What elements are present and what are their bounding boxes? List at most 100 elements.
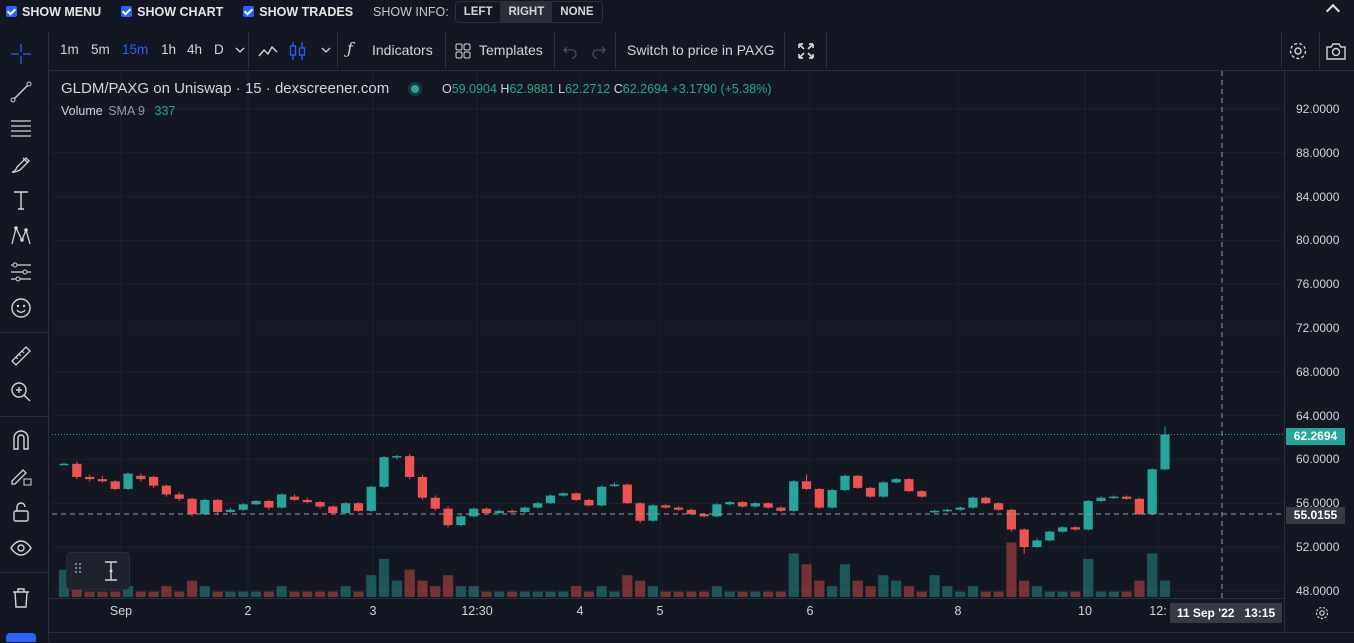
volume-bar [558, 591, 569, 597]
brush-tool[interactable] [8, 151, 34, 177]
magnet-tool[interactable] [8, 427, 34, 453]
volume-bar [634, 580, 646, 597]
show-trades-checkbox[interactable]: SHOW TRADES [243, 5, 353, 19]
prediction-tool[interactable] [8, 259, 34, 285]
candle-body [1147, 469, 1157, 515]
candle-body [494, 510, 504, 514]
volume-legend: Volume SMA 9 337 [61, 104, 175, 118]
timeframe-1m[interactable]: 1m [60, 42, 79, 57]
brush-icon [11, 157, 30, 173]
candle-body [968, 497, 978, 508]
zoom-tool[interactable] [8, 379, 34, 405]
bottom-action-button[interactable] [6, 633, 36, 642]
volume-bar [570, 586, 582, 597]
candle-body [776, 507, 786, 511]
candle-body [353, 503, 364, 511]
info-none-button[interactable]: NONE [560, 5, 594, 18]
crosshair-tool[interactable] [8, 41, 34, 67]
show-chart-checkbox[interactable]: SHOW CHART [121, 5, 223, 19]
candle-body [392, 456, 402, 458]
candle-body [456, 516, 466, 526]
hide-drawings-tool[interactable] [8, 535, 34, 561]
timeframe-d[interactable]: D [214, 42, 224, 57]
toolbar-divider [1319, 32, 1320, 69]
show-menu-checkbox[interactable]: SHOW MENU [6, 5, 101, 19]
widget-topbar: SHOW MENU SHOW CHART SHOW TRADES SHOW IN… [0, 0, 1354, 23]
drag-handle-icon[interactable]: ⠿ [73, 561, 85, 577]
candle-body [520, 507, 530, 512]
market-status-dot-icon [411, 85, 420, 94]
icons-tool[interactable] [8, 295, 34, 321]
trend-line-tool[interactable] [8, 79, 34, 105]
gear-icon[interactable] [1287, 40, 1309, 62]
volume-bar [1134, 580, 1145, 597]
volume-bar [673, 591, 684, 597]
volume-bar [442, 575, 454, 597]
candle-body [1006, 509, 1016, 530]
candle-body [981, 497, 991, 504]
timeframe-4h[interactable]: 4h [187, 42, 203, 57]
candle-body [1160, 434, 1170, 470]
volume-bar [532, 591, 543, 597]
volume-bar [161, 586, 172, 597]
pencil-lock-icon [11, 469, 32, 486]
price-axis-label: 56.0000 [1296, 496, 1340, 511]
volume-bar [110, 591, 121, 597]
volume-bar [750, 591, 761, 597]
symbol-legend: GLDM/PAXG on Uniswap · 15 · dexscreener.… [61, 80, 420, 97]
line-chart-icon[interactable] [257, 40, 279, 62]
candle-body [661, 505, 671, 508]
toolbar-divider [0, 416, 48, 417]
candle-body [1057, 527, 1068, 532]
cursor-text-icon[interactable] [99, 559, 123, 583]
undo-icon[interactable] [562, 43, 578, 59]
volume-bar [506, 591, 518, 597]
chevron-down-icon[interactable] [235, 45, 245, 55]
remove-drawings-tool[interactable] [8, 585, 34, 611]
fib-tool[interactable] [8, 115, 34, 141]
price-axis-label: 80.0000 [1296, 233, 1340, 248]
candle-body [481, 508, 492, 514]
timeframe-1h[interactable]: 1h [161, 42, 177, 57]
candle-body [469, 508, 479, 517]
info-left-button[interactable]: LEFT [463, 5, 493, 18]
price-axis-label: 48.0000 [1296, 583, 1340, 598]
volume-bar [827, 586, 838, 597]
change-value: +3.1790 (+5.38%) [671, 82, 772, 96]
volume-bar [186, 580, 198, 597]
volume-bar [814, 580, 825, 597]
time-axis-label: 10 [1078, 604, 1092, 618]
timeframe-15m[interactable]: 15m [122, 42, 149, 57]
candle-body [405, 456, 415, 477]
ruler-icon [11, 346, 31, 366]
info-right-button[interactable]: RIGHT [500, 1, 553, 22]
show-info-label: SHOW INFO: [373, 4, 449, 19]
crosshair-icon [11, 44, 31, 64]
floating-drawing-toolbar[interactable]: ⠿ [66, 552, 130, 590]
switch-price-button[interactable]: Switch to price in PAXG [627, 42, 775, 58]
axis-settings-gear-icon[interactable] [1314, 605, 1330, 621]
timeframe-5m[interactable]: 5m [91, 42, 110, 57]
candle-body [853, 475, 863, 488]
fullscreen-icon[interactable] [797, 42, 815, 60]
pattern-icon [11, 226, 31, 245]
trash-icon [13, 588, 29, 608]
lock-drawings-tool[interactable] [8, 499, 34, 525]
volume-bar [545, 591, 556, 597]
measure-tool[interactable] [8, 343, 34, 369]
stay-in-drawing-mode-tool[interactable] [8, 463, 34, 489]
price-axis-label: 84.0000 [1296, 189, 1340, 204]
chevron-down-icon[interactable] [321, 45, 331, 55]
toolbar-divider [0, 332, 48, 333]
text-tool[interactable] [8, 187, 34, 213]
bottom-toolbar [49, 632, 1354, 643]
volume-bar [788, 553, 799, 597]
pattern-tool[interactable] [8, 223, 34, 249]
candle-body [200, 499, 210, 515]
candle-body [379, 457, 389, 487]
candles-icon[interactable] [288, 40, 308, 62]
redo-icon[interactable] [591, 43, 607, 59]
camera-icon[interactable] [1325, 41, 1347, 61]
volume-bar [878, 575, 889, 597]
